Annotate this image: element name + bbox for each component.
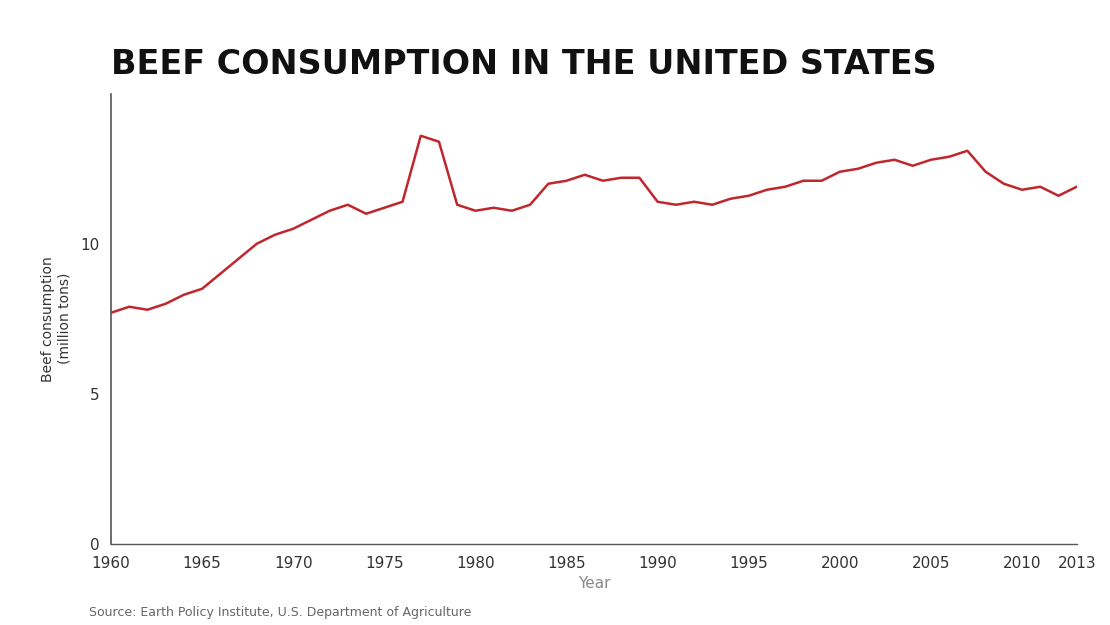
X-axis label: Year: Year xyxy=(577,576,611,591)
Text: Source: Earth Policy Institute, U.S. Department of Agriculture: Source: Earth Policy Institute, U.S. Dep… xyxy=(89,606,471,619)
Y-axis label: Beef consumption
(million tons): Beef consumption (million tons) xyxy=(41,256,72,382)
Text: BEEF CONSUMPTION IN THE UNITED STATES: BEEF CONSUMPTION IN THE UNITED STATES xyxy=(111,48,937,81)
